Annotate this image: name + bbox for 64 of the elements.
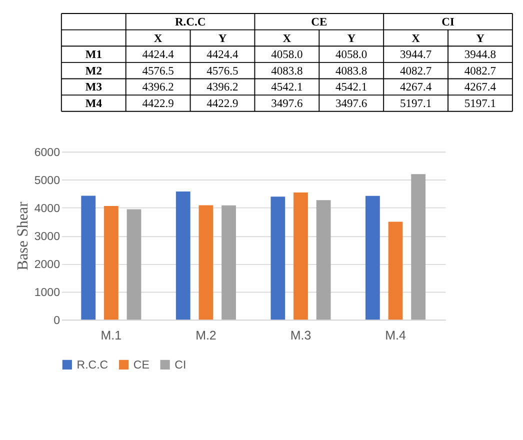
text: 4542.1 [336, 82, 368, 94]
text: CI [442, 16, 455, 28]
x-tick-label: M.4 [385, 328, 406, 342]
text: 4058.0 [271, 49, 303, 62]
text: R.C.C [174, 16, 206, 28]
y-tick-label: 5000 [34, 174, 60, 187]
text: 4082.7 [400, 65, 432, 78]
x-tick-label: M.3 [290, 328, 312, 342]
bar [176, 192, 190, 320]
text: 4576.5 [206, 65, 239, 78]
bar [411, 174, 426, 320]
bar [294, 192, 308, 320]
text: 4083.8 [336, 65, 368, 78]
text: 4082.7 [464, 65, 496, 78]
y-tick-label: 3000 [34, 230, 60, 243]
text: 4422.9 [142, 98, 174, 110]
y-axis-title: Base Shear [14, 202, 32, 270]
text: 4576.5 [142, 65, 174, 78]
x-tick-label: M.1 [100, 328, 122, 342]
text: M1 [85, 49, 102, 62]
text: 4083.8 [271, 65, 303, 78]
bar [104, 206, 118, 320]
text: CE [311, 16, 328, 28]
text: 4396.2 [206, 82, 239, 94]
text: X [282, 32, 292, 45]
text: 3497.6 [336, 98, 368, 110]
bar [198, 205, 214, 320]
y-tick-label: 2000 [34, 258, 60, 271]
text: 5197.1 [400, 98, 432, 110]
bar [126, 209, 142, 320]
text: M3 [85, 82, 102, 94]
text: 4267.4 [400, 82, 432, 94]
text: 3944.7 [400, 49, 432, 62]
legend-label: CI [174, 360, 186, 372]
x-tick-label: M.2 [196, 328, 216, 342]
legend-label: R.C.C [76, 360, 108, 372]
text: X [412, 32, 421, 45]
text: Y [476, 32, 486, 45]
bar [222, 205, 236, 320]
bar [388, 222, 403, 320]
bar [316, 200, 331, 320]
text: 4267.4 [464, 82, 496, 94]
text: Y [218, 32, 228, 45]
text: M2 [85, 65, 102, 78]
y-tick-label: 6000 [34, 146, 60, 159]
text: 4542.1 [271, 82, 303, 94]
text: 4424.4 [142, 49, 174, 62]
y-tick-label: 4000 [34, 202, 60, 215]
text: 3497.6 [271, 98, 303, 110]
text: M4 [85, 98, 102, 110]
legend-label: CE [133, 360, 150, 372]
y-tick-label: 1000 [34, 286, 60, 299]
bar [365, 196, 380, 320]
text: 4422.9 [206, 98, 239, 110]
y-tick-label: 0 [54, 314, 60, 327]
text: 4058.0 [336, 49, 368, 62]
text: 4424.4 [206, 49, 239, 62]
text: 3944.8 [464, 49, 496, 62]
bar [81, 196, 96, 320]
bar [270, 196, 286, 320]
text: Y [347, 32, 356, 45]
text: 5197.1 [464, 98, 496, 110]
text: X [154, 32, 163, 45]
text: 4396.2 [142, 82, 174, 94]
